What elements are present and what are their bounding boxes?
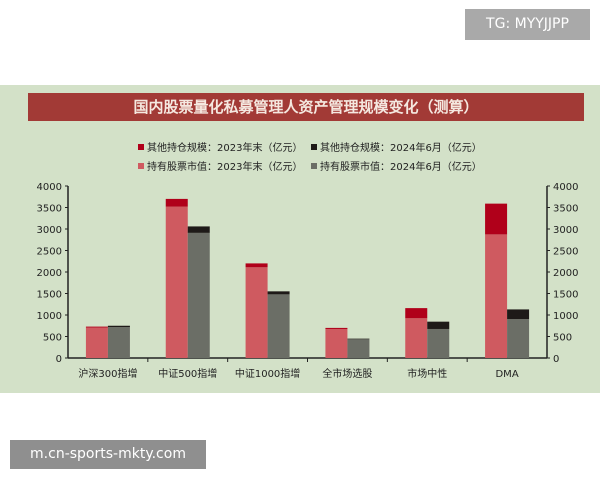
y-tick-label: 3000 — [37, 225, 62, 236]
legend-label: 持有股票市值：2024年6月（亿元） — [320, 162, 482, 173]
bar-2023 — [245, 267, 268, 358]
x-tick-label: DMA — [495, 369, 518, 380]
y-tick-label: 3500 — [553, 204, 578, 215]
bar-2024 — [347, 338, 370, 340]
y-tick-label: 0 — [553, 354, 559, 365]
legend-item: 持有股票市值：2023年末（亿元） — [138, 158, 302, 173]
chart-title: 国内股票量化私募管理人资产管理规模变化（测算） — [28, 93, 584, 121]
y-tick-label: 1500 — [37, 290, 62, 301]
legend-label: 其他持仓规模：2023年末（亿元） — [147, 143, 303, 154]
legend-swatch — [311, 144, 317, 150]
legend-swatch — [138, 163, 144, 169]
bar-2024 — [347, 339, 370, 358]
bar-2024 — [507, 319, 530, 358]
legend-item: 持有股票市值：2024年6月（亿元） — [311, 158, 482, 173]
y-tick-label: 500 — [43, 333, 62, 344]
bar-2024 — [427, 328, 450, 358]
legend-swatch — [311, 163, 317, 169]
bar-2024 — [427, 321, 450, 329]
legend-label: 持有股票市值：2023年末（亿元） — [147, 162, 303, 173]
watermark-top: TG: MYYJJPP — [465, 9, 590, 40]
legend-swatch — [138, 144, 144, 150]
legend-item: 其他持仓规模：2024年6月（亿元） — [311, 139, 482, 154]
bar-2023 — [405, 318, 428, 358]
bar-2023 — [405, 308, 428, 319]
bar-2023 — [485, 203, 508, 235]
bar-2023 — [165, 206, 188, 358]
bar-2024 — [267, 294, 290, 358]
bar-2023 — [85, 326, 108, 328]
y-tick-label: 1000 — [553, 311, 578, 322]
bar-2024 — [507, 309, 530, 320]
y-tick-label: 1500 — [553, 290, 578, 301]
y-tick-label: 3500 — [37, 204, 62, 215]
y-tick-label: 4000 — [553, 182, 578, 193]
y-tick-label: 2500 — [553, 247, 578, 258]
bar-2023 — [325, 327, 348, 329]
x-tick-label: 中证1000指增 — [235, 367, 300, 380]
x-tick-label: 中证500指增 — [158, 367, 217, 380]
legend-item: 其他持仓规模：2023年末（亿元） — [138, 139, 302, 154]
bar-2024 — [107, 327, 130, 358]
bar-2024 — [267, 291, 290, 295]
y-tick-label: 1000 — [37, 311, 62, 322]
bar-2024 — [187, 232, 210, 358]
y-tick-label: 2000 — [37, 268, 62, 279]
y-tick-label: 2500 — [37, 247, 62, 258]
bar-2023 — [485, 234, 508, 358]
bar-2023 — [325, 328, 348, 358]
y-tick-label: 3000 — [553, 225, 578, 236]
y-tick-label: 0 — [56, 354, 62, 365]
bar-2023 — [165, 198, 188, 207]
y-tick-label: 500 — [553, 333, 572, 344]
y-tick-label: 4000 — [37, 182, 62, 193]
bar-2024 — [107, 325, 130, 328]
x-tick-label: 市场中性 — [407, 367, 447, 380]
bar-2024 — [187, 226, 210, 233]
legend-label: 其他持仓规模：2024年6月（亿元） — [320, 143, 482, 154]
y-tick-label: 2000 — [553, 268, 578, 279]
bar-2023 — [245, 263, 268, 268]
bar-2023 — [85, 327, 108, 358]
x-tick-label: 沪深300指增 — [78, 367, 137, 380]
watermark-bottom: m.cn-sports-mkty.com — [10, 440, 206, 469]
x-tick-label: 全市场选股 — [322, 367, 372, 380]
